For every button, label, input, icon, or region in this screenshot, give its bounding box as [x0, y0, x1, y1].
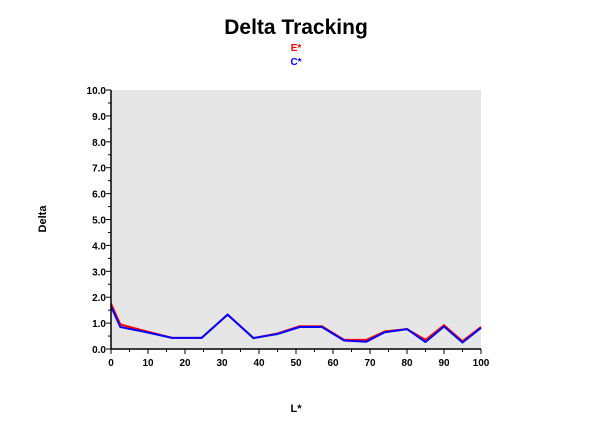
x-tick-label: 90	[438, 358, 450, 369]
y-tick-label: 2.0	[92, 293, 106, 304]
y-tick-label: 9.0	[92, 112, 106, 123]
plot-area	[111, 90, 481, 349]
x-tick-label: 30	[216, 358, 228, 369]
y-axis-ticks: 0.0 1.0 2.0 3.0 4.0 5.0 6.0 7.0 8.0 9.0 10.0	[87, 86, 111, 356]
x-axis-label: L*	[291, 403, 303, 415]
series-layer	[110, 303, 482, 344]
x-tick-label: 80	[401, 358, 413, 369]
y-tick-label: 7.0	[92, 164, 106, 175]
legend-entry-c: C*	[290, 57, 301, 68]
y-tick-label: 10.0	[87, 86, 107, 97]
x-tick-label: 60	[327, 358, 339, 369]
y-tick-label: 4.0	[92, 241, 106, 252]
x-tick-label: 10	[142, 358, 154, 369]
y-tick-label: 1.0	[92, 319, 106, 330]
legend-entry-e: E*	[291, 43, 302, 54]
x-tick-label: 20	[179, 358, 191, 369]
y-tick-label: 0.0	[92, 345, 106, 356]
x-axis-ticks: 0 10 20 30 40 50 60 70 80 90 100	[108, 349, 490, 369]
x-tick-label: 70	[364, 358, 376, 369]
x-tick-label: 100	[473, 358, 490, 369]
y-tick-label: 5.0	[92, 216, 106, 227]
x-tick-label: 0	[108, 358, 114, 369]
y-tick-label: 3.0	[92, 267, 106, 278]
x-tick-label: 50	[290, 358, 302, 369]
y-axis-label: Delta	[37, 205, 49, 233]
series-line-c	[110, 305, 482, 344]
y-tick-label: 6.0	[92, 190, 106, 201]
x-tick-label: 40	[253, 358, 265, 369]
y-tick-label: 8.0	[92, 138, 106, 149]
chart-title: Delta Tracking	[224, 16, 368, 39]
